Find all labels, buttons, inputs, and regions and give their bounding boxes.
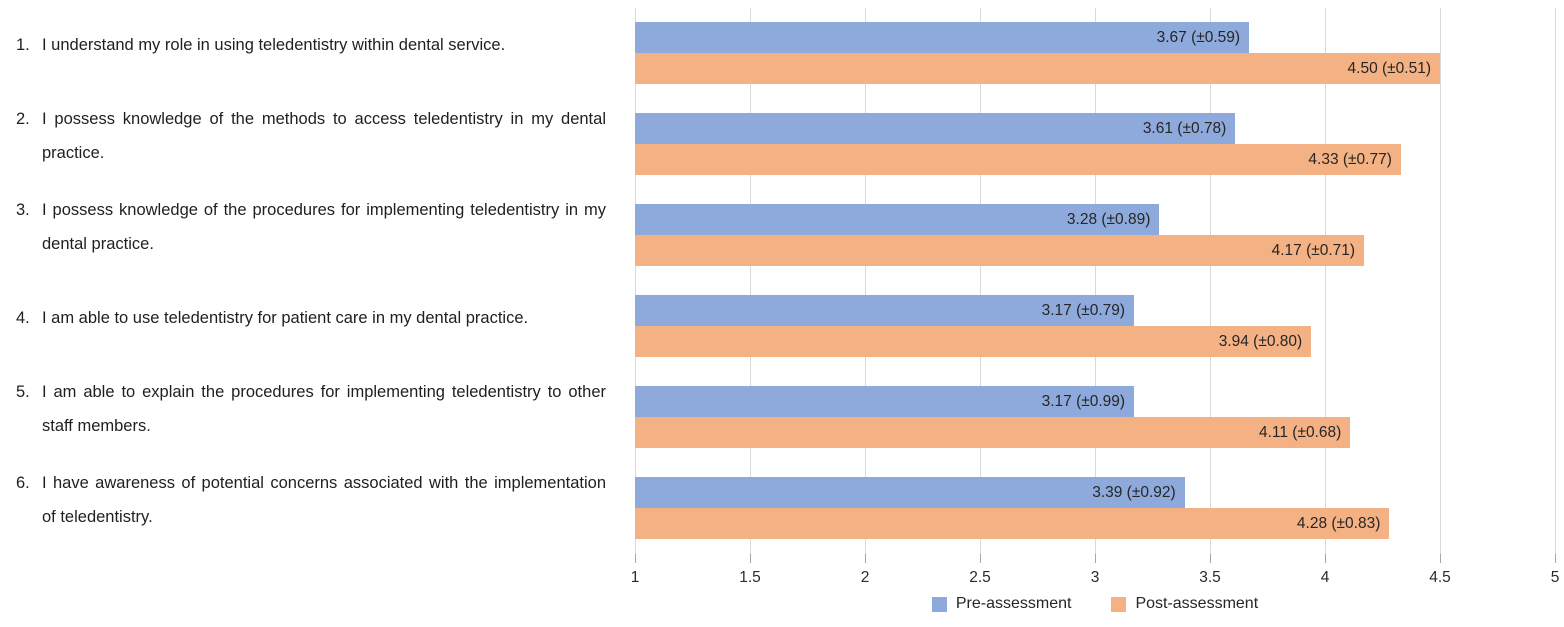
- x-axis: 1 1.5 2 2.5 3 3.5 4 4.5 5: [631, 554, 1559, 590]
- statement-number: 3.: [16, 200, 30, 219]
- tick-label-2: 2: [860, 569, 870, 586]
- post-assessment-bar-1: 4.50 (±0.51): [635, 53, 1440, 84]
- tick-mark-4.5: [1440, 554, 1441, 563]
- statement-item-3: 3. I possess knowledge of the procedures…: [0, 190, 632, 281]
- gridline-3.5: [1210, 8, 1211, 554]
- statement-text: I understand my role in using teledentis…: [42, 35, 506, 54]
- post-assessment-swatch-icon: [1111, 596, 1127, 612]
- plot-area: 3.67 (±0.59) 4.50 (±0.51) 3.61 (±0.78) 4.33…: [635, 8, 1556, 554]
- statement-text: I have awareness of potential concerns a…: [42, 473, 606, 526]
- tick-label-5: 5: [1550, 569, 1560, 586]
- legend-item-pre: Pre-assessment: [931, 595, 1072, 613]
- statement-text: I am able to use teledentistry for patie…: [42, 308, 529, 327]
- statement-number: 6.: [16, 473, 30, 492]
- post-assessment-bar-4: 3.94 (±0.80): [635, 326, 1312, 357]
- post-assessment-value-label-1: 4.50 (±0.51): [1347, 59, 1431, 77]
- statement-number: 2.: [16, 109, 30, 128]
- statement-text: I possess knowledge of the procedures fo…: [42, 200, 606, 253]
- statement-item-4: 4. I am able to use teledentistry for pa…: [0, 281, 632, 372]
- post-assessment-bar-6: 4.28 (±0.83): [635, 508, 1390, 539]
- legend-label-post: Post-assessment: [1135, 595, 1259, 612]
- pre-assessment-bar-3: 3.28 (±0.89): [635, 204, 1160, 235]
- post-assessment-value-label-2: 4.33 (±0.77): [1308, 150, 1392, 168]
- tick-label-4.5: 4.5: [1429, 569, 1451, 586]
- post-assessment-value-label-3: 4.17 (±0.71): [1271, 241, 1356, 259]
- tick-mark-2: [865, 554, 866, 563]
- post-assessment-bar-2: 4.33 (±0.77): [635, 144, 1401, 175]
- tick-label-4: 4: [1320, 569, 1330, 586]
- tick-mark-1: [635, 554, 636, 563]
- statement-number: 1.: [16, 35, 30, 54]
- statement-item-6: 6. I have awareness of potential concern…: [0, 463, 632, 554]
- gridline-3: [1095, 8, 1096, 554]
- tick-mark-4: [1325, 554, 1326, 563]
- tick-mark-3: [1095, 554, 1096, 563]
- post-assessment-value-label-4: 3.94 (±0.80): [1218, 332, 1303, 350]
- pre-assessment-bar-1: 3.67 (±0.59): [635, 22, 1250, 53]
- tick-label-1: 1: [630, 569, 640, 586]
- pre-assessment-bar-5: 3.17 (±0.99): [635, 386, 1135, 417]
- gridline-2.5: [980, 8, 981, 554]
- gridline-4.5: [1440, 8, 1441, 554]
- statement-text: I am able to explain the procedures for …: [42, 382, 606, 435]
- statement-list: 1. I understand my role in using teleden…: [0, 8, 632, 554]
- pre-assessment-value-label-1: 3.67 (±0.59): [1156, 28, 1241, 46]
- pre-assessment-value-label-2: 3.61 (±0.78): [1142, 119, 1227, 137]
- pre-assessment-value-label-6: 3.39 (±0.92): [1092, 483, 1176, 501]
- pre-assessment-value-label-5: 3.17 (±0.99): [1041, 392, 1126, 410]
- statement-number: 4.: [16, 308, 30, 327]
- post-assessment-value-label-6: 4.28 (±0.83): [1296, 514, 1381, 532]
- gridline-4: [1325, 8, 1326, 554]
- legend-item-post: Post-assessment: [1111, 595, 1258, 613]
- tick-mark-1.5: [750, 554, 751, 563]
- tick-label-1.5: 1.5: [739, 569, 761, 586]
- gridline-5: [1555, 8, 1556, 554]
- gridline-1.5: [750, 8, 751, 554]
- tick-mark-2.5: [980, 554, 981, 563]
- pre-assessment-bar-2: 3.61 (±0.78): [635, 113, 1236, 144]
- legend: Pre-assessment Post-assessment: [635, 595, 1555, 613]
- post-assessment-value-label-5: 4.11 (±0.68): [1258, 423, 1342, 441]
- statement-number: 5.: [16, 382, 30, 401]
- post-assessment-bar-3: 4.17 (±0.71): [635, 235, 1365, 266]
- pre-assessment-value-label-3: 3.28 (±0.89): [1066, 210, 1151, 228]
- tick-label-2.5: 2.5: [969, 569, 991, 586]
- statement-item-5: 5. I am able to explain the procedures f…: [0, 372, 632, 463]
- tick-label-3.5: 3.5: [1199, 569, 1221, 586]
- tick-label-3: 3: [1090, 569, 1100, 586]
- pre-assessment-bar-4: 3.17 (±0.79): [635, 295, 1135, 326]
- pre-assessment-value-label-4: 3.17 (±0.79): [1041, 301, 1126, 319]
- pre-assessment-swatch-icon: [931, 596, 947, 612]
- post-assessment-bar-5: 4.11 (±0.68): [635, 417, 1351, 448]
- statement-text: I possess knowledge of the methods to ac…: [42, 109, 606, 162]
- gridline-2: [865, 8, 866, 554]
- gridline-1: [635, 8, 636, 554]
- statement-item-1: 1. I understand my role in using teleden…: [0, 8, 632, 99]
- statement-item-2: 2. I possess knowledge of the methods to…: [0, 99, 632, 190]
- tick-mark-3.5: [1210, 554, 1211, 563]
- tick-mark-5: [1555, 554, 1556, 563]
- legend-label-pre: Pre-assessment: [955, 595, 1072, 612]
- pre-assessment-bar-6: 3.39 (±0.92): [635, 477, 1185, 508]
